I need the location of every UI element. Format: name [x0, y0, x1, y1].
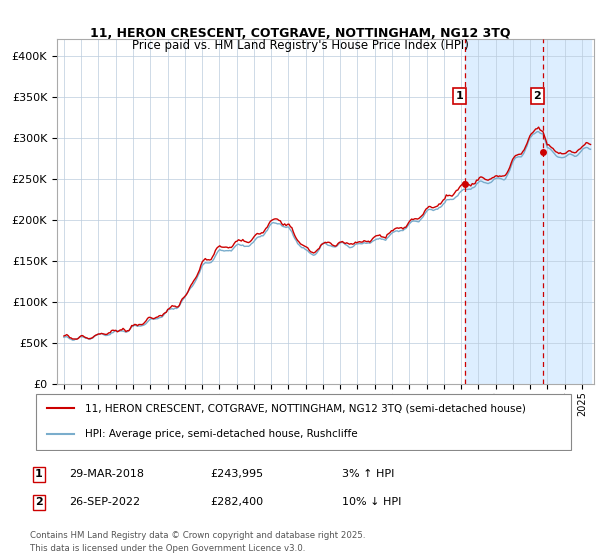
- Text: 11, HERON CRESCENT, COTGRAVE, NOTTINGHAM, NG12 3TQ (semi-detached house): 11, HERON CRESCENT, COTGRAVE, NOTTINGHAM…: [85, 403, 526, 413]
- Text: 1: 1: [456, 91, 464, 101]
- Text: 11, HERON CRESCENT, COTGRAVE, NOTTINGHAM, NG12 3TQ: 11, HERON CRESCENT, COTGRAVE, NOTTINGHAM…: [90, 27, 510, 40]
- Text: £243,995: £243,995: [210, 469, 263, 479]
- Text: 10% ↓ HPI: 10% ↓ HPI: [342, 497, 401, 507]
- FancyBboxPatch shape: [35, 394, 571, 450]
- Text: 1: 1: [35, 469, 43, 479]
- Bar: [465, 39, 590, 384]
- Text: HPI: Average price, semi-detached house, Rushcliffe: HPI: Average price, semi-detached house,…: [85, 430, 358, 440]
- Text: Price paid vs. HM Land Registry's House Price Index (HPI): Price paid vs. HM Land Registry's House …: [131, 39, 469, 52]
- Text: 3% ↑ HPI: 3% ↑ HPI: [342, 469, 394, 479]
- Text: 26-SEP-2022: 26-SEP-2022: [69, 497, 140, 507]
- Text: £282,400: £282,400: [210, 497, 263, 507]
- Text: Contains HM Land Registry data © Crown copyright and database right 2025.
This d: Contains HM Land Registry data © Crown c…: [30, 531, 365, 553]
- Text: 2: 2: [533, 91, 541, 101]
- Text: 2: 2: [35, 497, 43, 507]
- Text: 29-MAR-2018: 29-MAR-2018: [69, 469, 144, 479]
